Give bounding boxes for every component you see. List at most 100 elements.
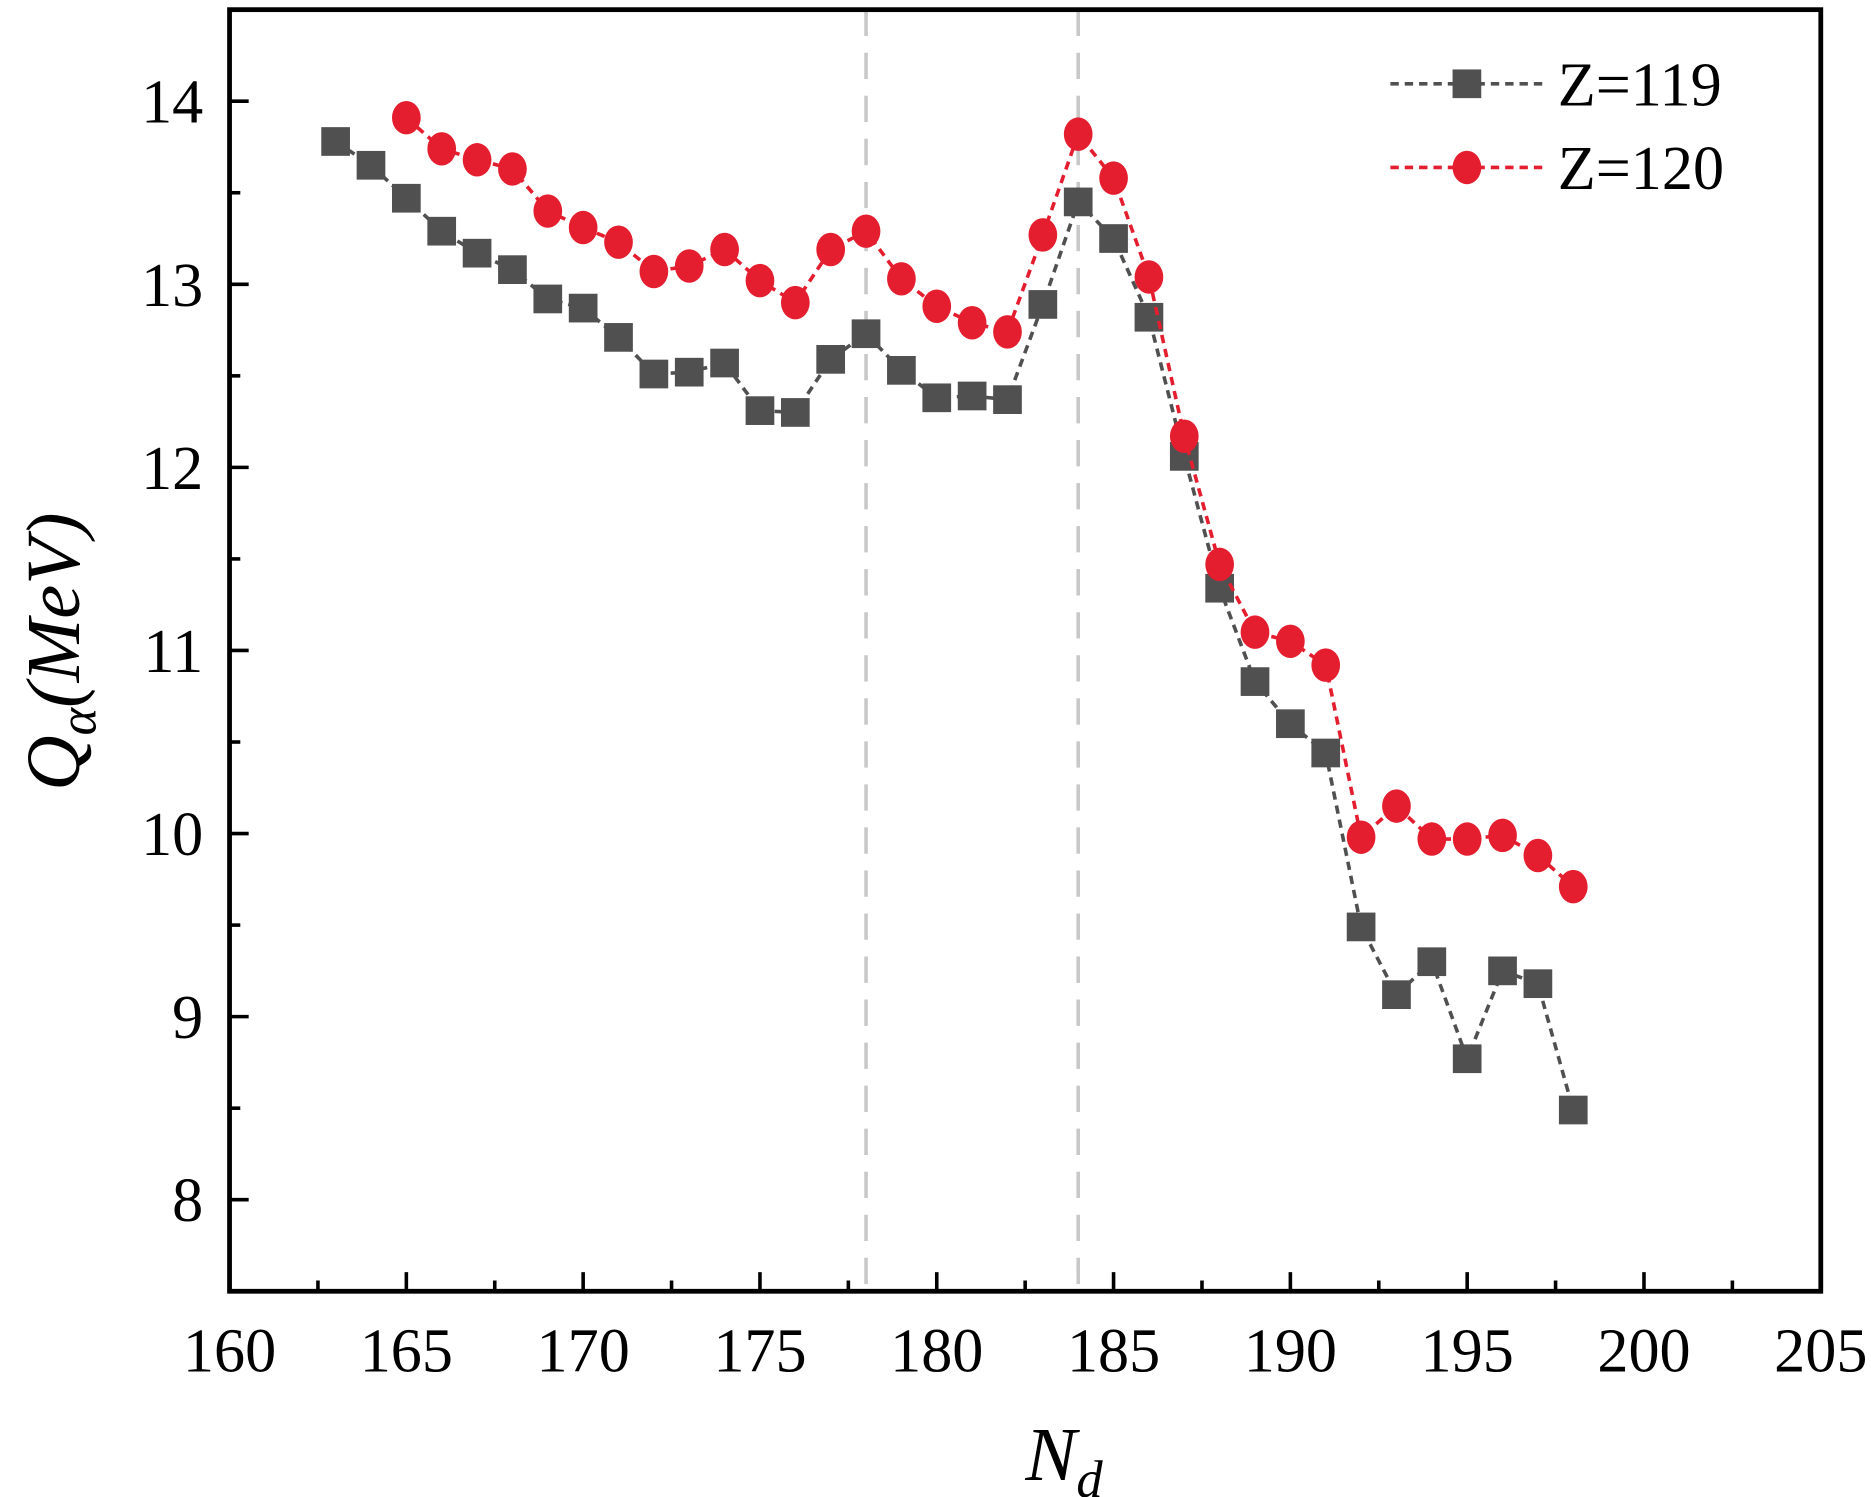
data-point bbox=[1346, 820, 1376, 854]
data-point bbox=[887, 262, 916, 296]
data-point bbox=[639, 359, 669, 389]
data-point bbox=[639, 254, 669, 289]
data-point bbox=[780, 398, 810, 427]
y-tick-label: 9 bbox=[172, 984, 203, 1052]
data-point bbox=[321, 127, 350, 156]
data-point bbox=[816, 232, 846, 267]
series-Z=120 bbox=[392, 100, 1588, 904]
data-point bbox=[851, 319, 881, 349]
data-point bbox=[604, 225, 633, 259]
data-point bbox=[1452, 1044, 1482, 1074]
data-point bbox=[568, 293, 598, 323]
data-point bbox=[1134, 260, 1164, 294]
x-tick-label: 190 bbox=[1244, 1317, 1337, 1385]
series-line bbox=[405, 116, 1575, 888]
data-point bbox=[392, 100, 421, 135]
x-tick-label: 185 bbox=[1067, 1317, 1160, 1385]
data-point bbox=[1240, 615, 1270, 649]
x-tick-label: 180 bbox=[890, 1317, 983, 1385]
data-point bbox=[1558, 1095, 1588, 1125]
series-Z=119 bbox=[321, 127, 1588, 1125]
x-tick-label: 205 bbox=[1774, 1317, 1867, 1385]
data-point bbox=[1099, 161, 1128, 195]
data-point bbox=[1417, 822, 1447, 856]
data-point bbox=[957, 381, 987, 411]
y-tick-label: 12 bbox=[141, 435, 203, 503]
data-point bbox=[780, 285, 810, 320]
data-point bbox=[1488, 818, 1517, 853]
data-point bbox=[533, 284, 563, 314]
x-axis-label: Nd bbox=[1024, 1412, 1103, 1497]
x-tick-label: 160 bbox=[183, 1317, 276, 1385]
data-point bbox=[1523, 969, 1553, 999]
data-point bbox=[462, 238, 492, 268]
data-point bbox=[1063, 187, 1093, 217]
x-tick-label: 175 bbox=[713, 1317, 806, 1385]
data-point bbox=[922, 383, 952, 413]
data-point bbox=[1488, 956, 1517, 986]
data-point bbox=[1169, 419, 1199, 453]
y-tick-label: 13 bbox=[141, 252, 203, 320]
x-tick-label: 200 bbox=[1597, 1317, 1690, 1385]
data-point bbox=[710, 348, 739, 378]
legend-label: Z=120 bbox=[1558, 135, 1724, 203]
data-point bbox=[568, 210, 598, 245]
data-point bbox=[993, 385, 1022, 414]
x-axis: 160 165 170 175 180 185 190 195 200 205 bbox=[183, 1272, 1867, 1385]
y-tick-label: 10 bbox=[141, 801, 203, 869]
data-point bbox=[1382, 789, 1411, 823]
y-axis-label: Qα(MeV) bbox=[11, 513, 108, 791]
data-point bbox=[427, 132, 457, 166]
data-point bbox=[1276, 624, 1305, 659]
data-point bbox=[745, 263, 775, 298]
data-point bbox=[1205, 547, 1234, 582]
data-point bbox=[1028, 290, 1058, 319]
series-layer bbox=[321, 100, 1588, 1125]
x-tick-label: 165 bbox=[360, 1317, 453, 1385]
data-point bbox=[1240, 667, 1270, 696]
data-point bbox=[427, 216, 457, 246]
data-point bbox=[1523, 838, 1553, 873]
data-point bbox=[356, 150, 386, 180]
data-point bbox=[922, 289, 952, 324]
data-point bbox=[1063, 117, 1093, 151]
series-line bbox=[334, 139, 1575, 1111]
legend-marker bbox=[1452, 150, 1482, 185]
data-point bbox=[674, 249, 704, 283]
data-point bbox=[1276, 709, 1305, 739]
data-point bbox=[674, 357, 704, 387]
reference-lines bbox=[864, 9, 1080, 1292]
data-point bbox=[498, 255, 527, 284]
x-tick-label: 195 bbox=[1421, 1317, 1514, 1385]
y-tick-label: 14 bbox=[141, 69, 203, 137]
y-tick-label: 8 bbox=[172, 1167, 203, 1235]
data-point bbox=[1346, 912, 1376, 942]
data-point bbox=[1311, 738, 1341, 768]
y-tick-label: 11 bbox=[143, 618, 203, 686]
data-point bbox=[710, 232, 739, 267]
legend-item: Z=120 bbox=[1390, 135, 1724, 203]
data-point bbox=[1558, 869, 1588, 904]
data-point bbox=[1382, 980, 1411, 1010]
data-point bbox=[462, 143, 492, 177]
legend-marker bbox=[1452, 69, 1482, 99]
x-tick-label: 170 bbox=[537, 1317, 630, 1385]
data-point bbox=[1099, 224, 1128, 253]
data-point bbox=[851, 214, 881, 248]
data-point bbox=[1028, 218, 1058, 252]
data-point bbox=[993, 315, 1022, 349]
data-point bbox=[1417, 947, 1447, 977]
data-point bbox=[392, 183, 421, 213]
data-point bbox=[1452, 822, 1482, 856]
data-point bbox=[533, 194, 563, 228]
data-point bbox=[887, 355, 916, 385]
data-point bbox=[498, 152, 527, 186]
legend: Z=119 Z=120 bbox=[1390, 51, 1724, 203]
y-axis: 8 9 10 11 12 13 14 bbox=[141, 7, 249, 1294]
legend-label: Z=119 bbox=[1558, 51, 1722, 119]
data-point bbox=[745, 396, 775, 425]
legend-item: Z=119 bbox=[1390, 51, 1722, 119]
data-point bbox=[957, 306, 987, 340]
data-point bbox=[816, 345, 846, 374]
